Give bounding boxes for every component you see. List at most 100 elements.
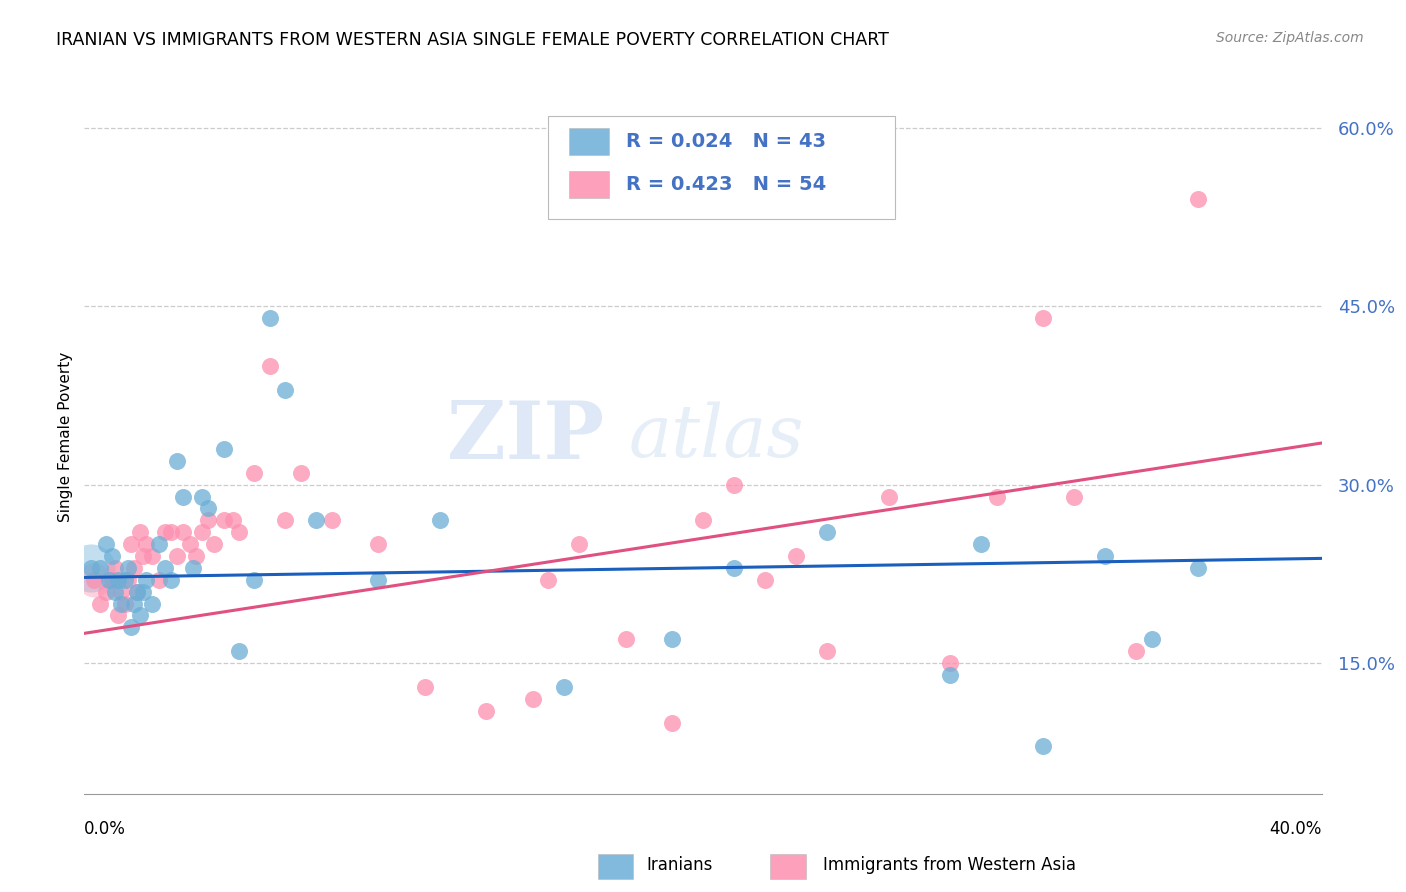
- Text: Immigrants from Western Asia: Immigrants from Western Asia: [823, 856, 1076, 874]
- Point: [661, 632, 683, 647]
- Point: [785, 549, 807, 563]
- Point: [429, 513, 451, 527]
- Point: [166, 549, 188, 563]
- Text: 40.0%: 40.0%: [1270, 820, 1322, 838]
- Point: [1032, 739, 1054, 754]
- Point: [197, 501, 219, 516]
- Point: [148, 537, 170, 551]
- Point: [568, 537, 591, 551]
- Point: [117, 573, 139, 587]
- Point: [135, 537, 157, 551]
- Point: [132, 584, 155, 599]
- Point: [184, 549, 207, 563]
- Point: [141, 597, 163, 611]
- Point: [321, 513, 343, 527]
- Text: R = 0.024   N = 43: R = 0.024 N = 43: [626, 132, 827, 151]
- Point: [94, 537, 117, 551]
- Point: [243, 466, 266, 480]
- Point: [986, 490, 1008, 504]
- Point: [877, 490, 900, 504]
- Point: [475, 704, 498, 718]
- Point: [222, 513, 245, 527]
- Point: [153, 561, 176, 575]
- Point: [94, 584, 117, 599]
- Point: [89, 561, 111, 575]
- Point: [692, 513, 714, 527]
- Point: [1125, 644, 1147, 658]
- Point: [104, 561, 127, 575]
- Point: [79, 561, 101, 575]
- Point: [202, 537, 225, 551]
- Point: [89, 597, 111, 611]
- Point: [413, 680, 436, 694]
- Point: [305, 513, 328, 527]
- Point: [191, 490, 214, 504]
- FancyBboxPatch shape: [548, 116, 894, 219]
- Point: [120, 537, 142, 551]
- Point: [98, 573, 121, 587]
- Point: [1187, 561, 1209, 575]
- Point: [754, 573, 776, 587]
- Point: [1032, 311, 1054, 326]
- Point: [83, 573, 105, 587]
- Point: [228, 525, 250, 540]
- Point: [259, 359, 281, 373]
- Point: [181, 561, 204, 575]
- Point: [79, 561, 101, 575]
- Point: [125, 584, 148, 599]
- Point: [110, 584, 132, 599]
- Point: [148, 573, 170, 587]
- Y-axis label: Single Female Poverty: Single Female Poverty: [58, 352, 73, 522]
- Point: [661, 715, 683, 730]
- Point: [259, 311, 281, 326]
- Point: [522, 691, 544, 706]
- Point: [212, 442, 235, 456]
- Point: [172, 490, 194, 504]
- Point: [212, 513, 235, 527]
- Point: [160, 525, 183, 540]
- Point: [129, 525, 152, 540]
- Point: [132, 549, 155, 563]
- Point: [122, 561, 145, 575]
- Point: [367, 537, 389, 551]
- Text: R = 0.423   N = 54: R = 0.423 N = 54: [626, 175, 827, 194]
- Text: ZIP: ZIP: [447, 398, 605, 476]
- Point: [107, 573, 129, 587]
- Point: [939, 656, 962, 670]
- Point: [172, 525, 194, 540]
- Point: [553, 680, 575, 694]
- Point: [83, 573, 105, 587]
- Point: [104, 584, 127, 599]
- Point: [114, 573, 136, 587]
- Point: [537, 573, 560, 587]
- Point: [107, 608, 129, 623]
- Point: [141, 549, 163, 563]
- Point: [970, 537, 993, 551]
- Point: [228, 644, 250, 658]
- Point: [125, 584, 148, 599]
- Point: [1140, 632, 1163, 647]
- Point: [114, 597, 136, 611]
- Text: IRANIAN VS IMMIGRANTS FROM WESTERN ASIA SINGLE FEMALE POVERTY CORRELATION CHART: IRANIAN VS IMMIGRANTS FROM WESTERN ASIA …: [56, 31, 889, 49]
- Point: [290, 466, 312, 480]
- Point: [160, 573, 183, 587]
- Point: [122, 597, 145, 611]
- FancyBboxPatch shape: [569, 128, 609, 155]
- Text: Iranians: Iranians: [647, 856, 713, 874]
- Point: [1187, 192, 1209, 206]
- FancyBboxPatch shape: [569, 171, 609, 198]
- Point: [614, 632, 637, 647]
- Text: atlas: atlas: [628, 401, 804, 473]
- Point: [1094, 549, 1116, 563]
- Point: [135, 573, 157, 587]
- Point: [274, 513, 297, 527]
- Point: [274, 383, 297, 397]
- Point: [101, 549, 124, 563]
- Point: [723, 477, 745, 491]
- Point: [129, 608, 152, 623]
- Point: [197, 513, 219, 527]
- Point: [120, 620, 142, 634]
- Point: [179, 537, 201, 551]
- Point: [367, 573, 389, 587]
- Point: [723, 561, 745, 575]
